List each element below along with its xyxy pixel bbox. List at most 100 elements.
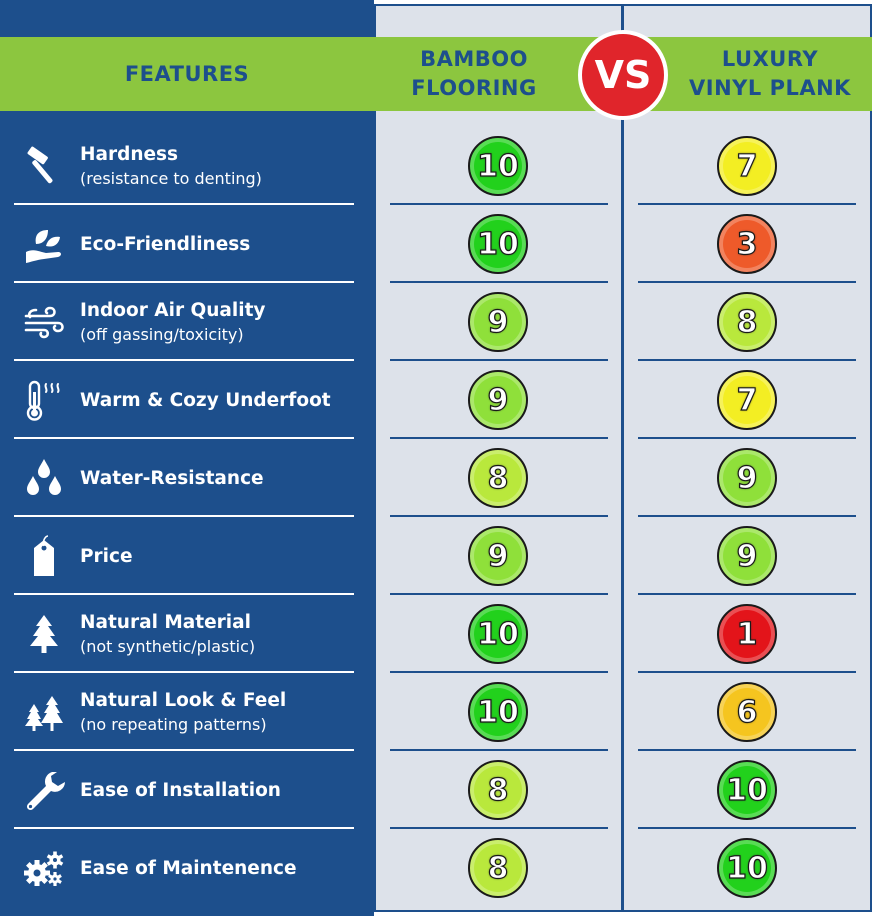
- feature-title: Ease of Installation: [80, 779, 281, 801]
- bamboo-score: 9: [468, 526, 528, 586]
- feature-title: Eco-Friendliness: [80, 233, 251, 255]
- feature-label: Ease of Maintenence: [80, 829, 370, 907]
- feature-subtitle: (resistance to denting): [80, 168, 262, 188]
- feature-label: Water-Resistance: [80, 439, 370, 517]
- row-divider: [638, 827, 856, 829]
- bamboo-score: 8: [468, 760, 528, 820]
- tree-icon: [18, 595, 70, 673]
- row-divider: [14, 203, 354, 205]
- feature-row: Hardness (resistance to denting) 10 7: [0, 127, 872, 205]
- bamboo-score: 10: [468, 136, 528, 196]
- feature-label: Natural Look & Feel (no repeating patter…: [80, 673, 370, 751]
- row-divider: [390, 671, 608, 673]
- row-divider: [14, 359, 354, 361]
- eco-hand-icon: [18, 205, 70, 283]
- lvp-score: 1: [717, 604, 777, 664]
- feature-title: Natural Look & Feel: [80, 689, 287, 711]
- feature-label: Warm & Cozy Underfoot: [80, 361, 370, 439]
- feature-title: Indoor Air Quality: [80, 299, 266, 321]
- row-divider: [638, 749, 856, 751]
- feature-row: Indoor Air Quality (off gassing/toxicity…: [0, 283, 872, 361]
- row-divider: [638, 515, 856, 517]
- header-band: [0, 37, 872, 111]
- feature-title: Warm & Cozy Underfoot: [80, 389, 331, 411]
- row-divider: [14, 671, 354, 673]
- bamboo-score: 9: [468, 292, 528, 352]
- row-divider: [638, 359, 856, 361]
- column-divider: [621, 4, 624, 912]
- row-divider: [638, 671, 856, 673]
- lvp-score: 7: [717, 370, 777, 430]
- bamboo-score: 8: [468, 448, 528, 508]
- row-divider: [390, 593, 608, 595]
- hammer-icon: [18, 127, 70, 205]
- bamboo-header-line1: BAMBOO: [420, 47, 528, 71]
- bamboo-score: 10: [468, 604, 528, 664]
- lvp-score: 10: [717, 838, 777, 898]
- row-divider: [14, 593, 354, 595]
- feature-title: Ease of Maintenence: [80, 857, 297, 879]
- price-tag-icon: [18, 517, 70, 595]
- trees-icon: [18, 673, 70, 751]
- row-divider: [14, 437, 354, 439]
- feature-row: Natural Material (not synthetic/plastic)…: [0, 595, 872, 673]
- row-divider: [390, 827, 608, 829]
- lvp-score: 8: [717, 292, 777, 352]
- water-drops-icon: [18, 439, 70, 517]
- lvp-score: 10: [717, 760, 777, 820]
- row-divider: [390, 749, 608, 751]
- bamboo-header: BAMBOO FLOORING: [374, 37, 574, 111]
- features-header: FEATURES: [124, 62, 250, 86]
- row-divider: [390, 359, 608, 361]
- lvp-header-line1: LUXURY: [721, 47, 819, 71]
- feature-row: Eco-Friendliness 10 3: [0, 205, 872, 283]
- row-divider: [390, 515, 608, 517]
- bamboo-score: 8: [468, 838, 528, 898]
- row-divider: [638, 281, 856, 283]
- row-divider: [390, 437, 608, 439]
- row-divider: [14, 827, 354, 829]
- row-divider: [14, 281, 354, 283]
- feature-label: Indoor Air Quality (off gassing/toxicity…: [80, 283, 370, 361]
- lvp-header-line2: VINYL PLANK: [689, 76, 851, 100]
- lvp-score: 7: [717, 136, 777, 196]
- feature-label: Price: [80, 517, 370, 595]
- feature-row: Ease of Maintenence 8 10: [0, 829, 872, 907]
- row-divider: [638, 593, 856, 595]
- feature-title: Price: [80, 545, 133, 567]
- row-divider: [14, 749, 354, 751]
- feature-row: Ease of Installation 8 10: [0, 751, 872, 829]
- feature-label: Natural Material (not synthetic/plastic): [80, 595, 370, 673]
- row-divider: [390, 203, 608, 205]
- feature-row: Price 9 9: [0, 517, 872, 595]
- thermometer-icon: [18, 361, 70, 439]
- feature-subtitle: (off gassing/toxicity): [80, 324, 244, 344]
- feature-row: Natural Look & Feel (no repeating patter…: [0, 673, 872, 751]
- feature-title: Water-Resistance: [80, 467, 264, 489]
- gears-icon: [18, 829, 70, 907]
- row-divider: [638, 203, 856, 205]
- feature-row: Warm & Cozy Underfoot 9 7: [0, 361, 872, 439]
- feature-label: Eco-Friendliness: [80, 205, 370, 283]
- features-column-background: [0, 0, 374, 916]
- feature-title: Hardness: [80, 143, 179, 165]
- lvp-score: 9: [717, 526, 777, 586]
- lvp-score: 9: [717, 448, 777, 508]
- bamboo-score: 10: [468, 214, 528, 274]
- row-divider: [638, 437, 856, 439]
- lvp-header: LUXURY VINYL PLANK: [668, 37, 872, 111]
- feature-subtitle: (not synthetic/plastic): [80, 636, 256, 656]
- feature-title: Natural Material: [80, 611, 251, 633]
- row-divider: [390, 281, 608, 283]
- feature-row: Water-Resistance 8 9: [0, 439, 872, 517]
- wrench-icon: [18, 751, 70, 829]
- feature-label: Ease of Installation: [80, 751, 370, 829]
- bamboo-score: 10: [468, 682, 528, 742]
- row-divider: [14, 515, 354, 517]
- bamboo-score: 9: [468, 370, 528, 430]
- feature-label: Hardness (resistance to denting): [80, 127, 370, 205]
- air-icon: [18, 283, 70, 361]
- bamboo-header-line2: FLOORING: [411, 76, 537, 100]
- lvp-score: 6: [717, 682, 777, 742]
